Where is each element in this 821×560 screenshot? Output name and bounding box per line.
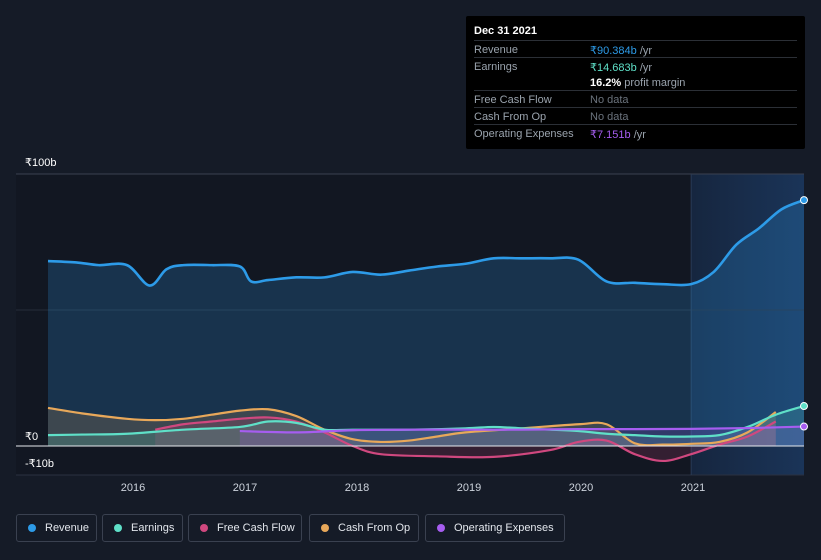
legend-label: Earnings bbox=[131, 522, 175, 534]
legend-label: Operating Expenses bbox=[454, 522, 554, 534]
data-tooltip: Dec 31 2021 Revenue ₹90.384b /yr Earning… bbox=[466, 16, 805, 149]
legend-operating-expenses[interactable]: Operating Expenses bbox=[425, 514, 565, 542]
earnings-dot-icon bbox=[114, 524, 122, 532]
legend-earnings[interactable]: Earnings bbox=[102, 514, 183, 542]
operating-expenses-line bbox=[239, 425, 805, 434]
x-label-2019: 2019 bbox=[456, 482, 482, 494]
tooltip-amount: ₹90.384b bbox=[590, 45, 637, 57]
x-label-2018: 2018 bbox=[344, 482, 370, 494]
revenue-line bbox=[47, 198, 805, 287]
tooltip-unit: /yr bbox=[636, 62, 653, 74]
revenue-end-point bbox=[800, 196, 808, 205]
tooltip-row-revenue: Revenue ₹90.384b /yr bbox=[474, 40, 797, 58]
tooltip-value: No data bbox=[590, 94, 629, 106]
x-label-2016: 2016 bbox=[120, 482, 146, 494]
x-label-2021: 2021 bbox=[680, 482, 706, 494]
x-label-2020: 2020 bbox=[568, 482, 594, 494]
tooltip-label: Cash From Op bbox=[474, 111, 547, 123]
legend-label: Free Cash Flow bbox=[217, 522, 295, 534]
tooltip-value: ₹7.151b /yr bbox=[590, 128, 646, 141]
legend-label: Revenue bbox=[45, 522, 90, 534]
revenue-area bbox=[48, 200, 804, 446]
operating-expenses-end-point bbox=[800, 422, 808, 431]
cash-from-op-line bbox=[47, 406, 777, 447]
tooltip-value: 16.2% profit margin bbox=[590, 77, 685, 89]
tooltip-amount: 16.2% bbox=[590, 77, 622, 89]
cash-from-op-area bbox=[48, 407, 776, 446]
cash-from-op-dot-icon bbox=[321, 524, 329, 532]
y-label-zero: ₹0 bbox=[25, 431, 39, 443]
tooltip-label: Operating Expenses bbox=[474, 128, 574, 140]
y-label-top: ₹100b bbox=[25, 157, 57, 169]
tooltip-label: Earnings bbox=[474, 61, 518, 73]
tooltip-amount: ₹7.151b bbox=[590, 129, 631, 141]
tooltip-amount: ₹14.683b bbox=[590, 62, 637, 74]
tooltip-value: No data bbox=[590, 111, 629, 123]
tooltip-row-fcf: Free Cash Flow No data bbox=[474, 90, 797, 108]
legend-label: Cash From Op bbox=[338, 522, 411, 534]
earnings-line bbox=[47, 404, 805, 438]
x-label-2017: 2017 bbox=[232, 482, 258, 494]
free-cash-flow-dot-icon bbox=[200, 524, 208, 532]
earnings-end-point bbox=[800, 402, 808, 411]
tooltip-label: Free Cash Flow bbox=[474, 94, 552, 106]
tooltip-row-cfo: Cash From Op No data bbox=[474, 107, 797, 125]
tooltip-row-opex: Operating Expenses ₹7.151b /yr bbox=[474, 124, 797, 142]
earnings-area bbox=[48, 406, 804, 446]
free-cash-flow-line bbox=[154, 416, 777, 463]
free-cash-flow-area bbox=[155, 417, 776, 461]
tooltip-unit: /yr bbox=[636, 45, 653, 57]
legend-free-cash-flow[interactable]: Free Cash Flow bbox=[188, 514, 302, 542]
tooltip-unit: profit margin bbox=[621, 77, 686, 89]
legend-cash-from-op[interactable]: Cash From Op bbox=[309, 514, 419, 542]
operating-expenses-dot-icon bbox=[437, 524, 445, 532]
tooltip-row-earnings: Earnings ₹14.683b /yr bbox=[474, 57, 797, 75]
tooltip-value: ₹90.384b /yr bbox=[590, 44, 652, 57]
y-label-bottom: -₹10b bbox=[25, 458, 55, 470]
legend-revenue[interactable]: Revenue bbox=[16, 514, 97, 542]
tooltip-date: Dec 31 2021 bbox=[474, 25, 537, 37]
tooltip-label: Revenue bbox=[474, 44, 519, 56]
recent-period-region bbox=[691, 174, 804, 475]
tooltip-value: ₹14.683b /yr bbox=[590, 61, 652, 74]
tooltip-unit: /yr bbox=[630, 129, 646, 141]
tooltip-row-margin: 16.2% profit margin bbox=[474, 74, 797, 91]
revenue-dot-icon bbox=[28, 524, 36, 532]
